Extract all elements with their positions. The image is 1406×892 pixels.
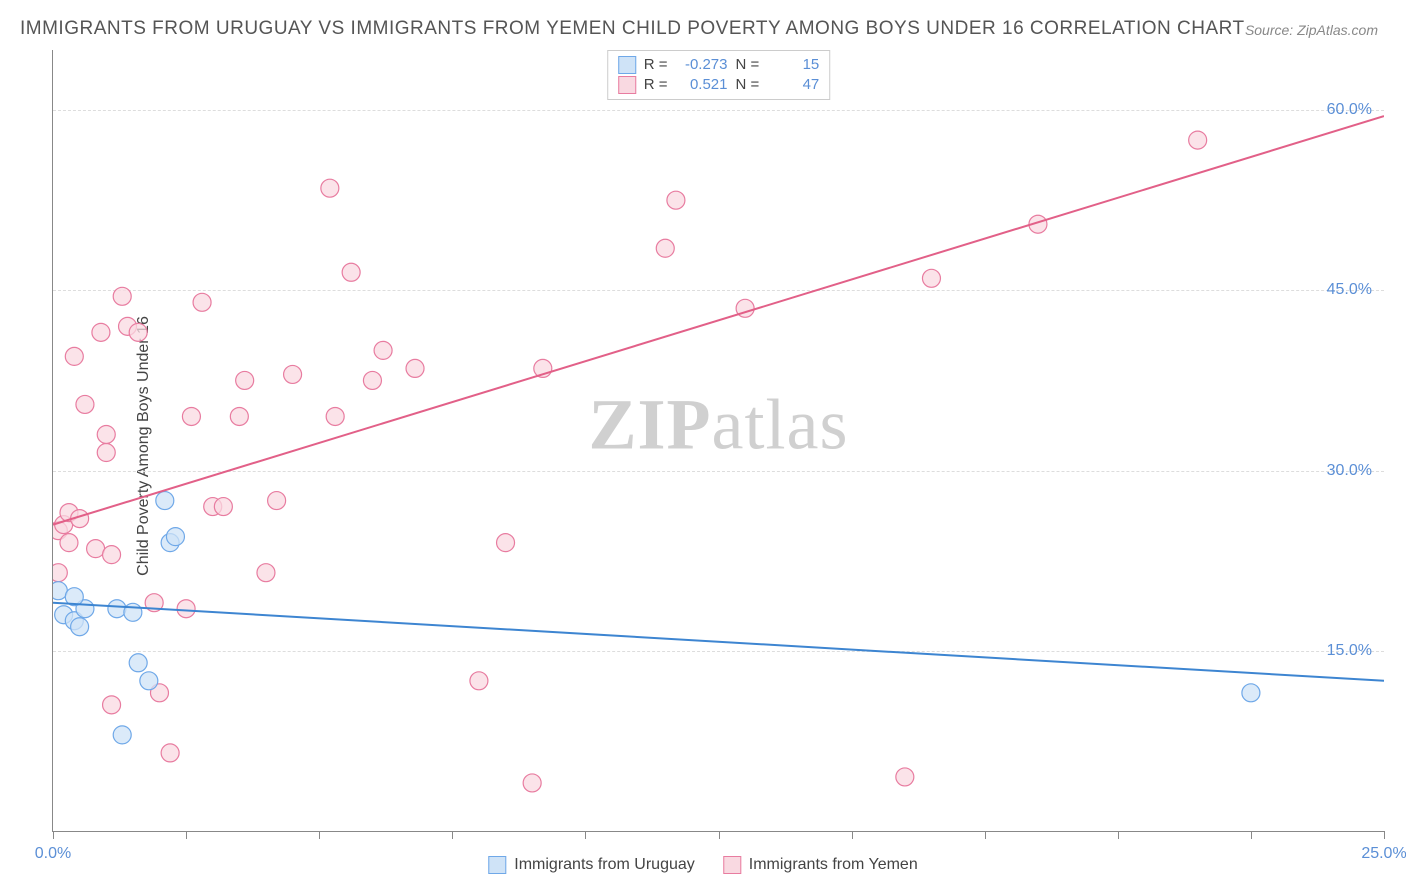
- swatch-yemen: [618, 76, 636, 94]
- source-value: ZipAtlas.com: [1297, 22, 1378, 38]
- data-point: [193, 293, 211, 311]
- data-point: [76, 395, 94, 413]
- n-value-uruguay: 15: [767, 55, 819, 75]
- source-credit: Source: ZipAtlas.com: [1245, 22, 1378, 38]
- legend-row-uruguay: R = -0.273 N = 15: [618, 55, 820, 75]
- data-point: [667, 191, 685, 209]
- data-point: [284, 365, 302, 383]
- data-point: [103, 546, 121, 564]
- legend-row-yemen: R = 0.521 N = 47: [618, 75, 820, 95]
- data-point: [65, 347, 83, 365]
- swatch-yemen-icon: [723, 856, 741, 874]
- correlation-legend: R = -0.273 N = 15 R = 0.521 N = 47: [607, 50, 831, 100]
- regression-line: [53, 603, 1384, 681]
- legend-label-uruguay: Immigrants from Uruguay: [514, 856, 695, 874]
- data-point: [214, 498, 232, 516]
- x-tick: [585, 831, 586, 839]
- legend-label-yemen: Immigrants from Yemen: [749, 856, 918, 874]
- chart-container: IMMIGRANTS FROM URUGUAY VS IMMIGRANTS FR…: [0, 0, 1406, 892]
- data-point: [1189, 131, 1207, 149]
- data-point: [406, 359, 424, 377]
- data-point: [129, 323, 147, 341]
- source-label: Source:: [1245, 22, 1293, 38]
- data-point: [363, 371, 381, 389]
- data-point: [257, 564, 275, 582]
- n-label: N =: [736, 75, 760, 95]
- x-tick-label: 0.0%: [35, 845, 71, 863]
- data-point: [92, 323, 110, 341]
- x-tick: [852, 831, 853, 839]
- data-point: [108, 600, 126, 618]
- data-point: [182, 407, 200, 425]
- data-point: [497, 534, 515, 552]
- n-value-yemen: 47: [767, 75, 819, 95]
- x-tick: [985, 831, 986, 839]
- data-point: [97, 444, 115, 462]
- x-tick: [186, 831, 187, 839]
- legend-item-yemen: Immigrants from Yemen: [723, 856, 918, 874]
- data-point: [87, 540, 105, 558]
- data-point: [1242, 684, 1260, 702]
- x-tick: [1384, 831, 1385, 839]
- data-point: [140, 672, 158, 690]
- data-point: [342, 263, 360, 281]
- data-point: [896, 768, 914, 786]
- data-point: [166, 528, 184, 546]
- data-point: [374, 341, 392, 359]
- x-tick-label: 25.0%: [1361, 845, 1406, 863]
- r-value-yemen: 0.521: [676, 75, 728, 95]
- data-point: [161, 744, 179, 762]
- data-point: [656, 239, 674, 257]
- r-label: R =: [644, 55, 668, 75]
- x-tick: [452, 831, 453, 839]
- data-point: [268, 492, 286, 510]
- data-point: [113, 726, 131, 744]
- r-value-uruguay: -0.273: [676, 55, 728, 75]
- x-tick: [53, 831, 54, 839]
- x-tick: [319, 831, 320, 839]
- data-point: [470, 672, 488, 690]
- swatch-uruguay-icon: [488, 856, 506, 874]
- x-tick: [719, 831, 720, 839]
- data-point: [97, 425, 115, 443]
- series-legend: Immigrants from Uruguay Immigrants from …: [488, 856, 917, 874]
- plot-area: ZIPatlas R = -0.273 N = 15 R = 0.521 N =…: [52, 50, 1384, 832]
- data-point: [230, 407, 248, 425]
- data-point: [523, 774, 541, 792]
- regression-line: [53, 116, 1384, 525]
- swatch-uruguay: [618, 56, 636, 74]
- chart-title: IMMIGRANTS FROM URUGUAY VS IMMIGRANTS FR…: [20, 18, 1245, 40]
- data-point: [71, 618, 89, 636]
- data-point: [113, 287, 131, 305]
- legend-item-uruguay: Immigrants from Uruguay: [488, 856, 695, 874]
- data-point: [156, 492, 174, 510]
- n-label: N =: [736, 55, 760, 75]
- data-point: [129, 654, 147, 672]
- x-tick: [1251, 831, 1252, 839]
- plot-svg: [53, 50, 1384, 831]
- data-point: [321, 179, 339, 197]
- r-label: R =: [644, 75, 668, 95]
- data-point: [326, 407, 344, 425]
- data-point: [103, 696, 121, 714]
- x-tick: [1118, 831, 1119, 839]
- data-point: [236, 371, 254, 389]
- data-point: [922, 269, 940, 287]
- data-point: [177, 600, 195, 618]
- data-point: [53, 564, 67, 582]
- data-point: [124, 603, 142, 621]
- data-point: [60, 534, 78, 552]
